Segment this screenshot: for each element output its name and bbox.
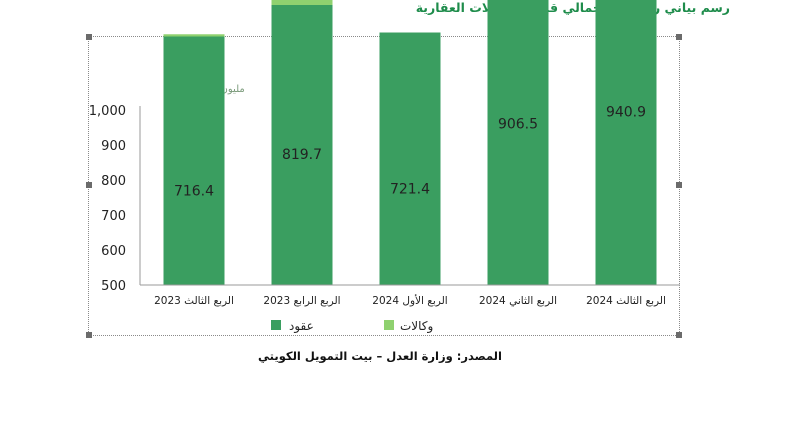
source-note: المصدر: وزارة العدل – بيت التمويل الكويت… [258,349,502,363]
resize-handle-left-mid[interactable] [86,182,92,188]
resize-handle-right-mid[interactable] [676,182,682,188]
legend: عقود وكالات [271,319,433,334]
x-axis: الربع الثالث 2023 الربع الرابع 2023 الربع … [140,284,680,307]
resize-handle-top-right[interactable] [676,34,682,40]
legend-swatch [384,320,394,330]
resize-handle-top-left[interactable] [86,34,92,40]
x-tick-label: الربع الأول 2024 [372,294,447,307]
bar-segment-contracts [595,0,657,286]
y-tick-label: 500 [101,279,126,294]
value-label: 940.9 [606,105,646,121]
value-labels: 716.4 819.7 721.4 906.5 940.9 [174,105,646,200]
bar-segment-agencies [163,34,225,37]
legend-swatch [271,320,281,330]
value-label: 716.4 [174,183,214,199]
y-tick-label: 900 [101,139,126,154]
value-label: 906.5 [498,117,538,133]
x-tick-label: الربع الرابع 2023 [263,295,340,307]
y-axis: 500 600 700 800 900 1,000 [89,104,141,294]
bars-group [163,0,657,286]
bar-segment-contracts [271,5,333,285]
resize-handle-bottom-right[interactable] [676,332,682,338]
bar-segment-contracts [163,36,225,285]
bar-segment-contracts [379,32,441,286]
y-tick-label: 600 [101,244,126,259]
x-tick-label: الربع الثالث 2024 [586,295,666,307]
x-tick-label: الربع الثالث 2023 [154,295,234,307]
legend-label: وكالات [400,319,433,334]
y-tick-label: 700 [101,209,126,224]
bar-segment-agencies [271,0,333,5]
value-label: 721.4 [390,182,430,198]
resize-handle-bottom-left[interactable] [86,332,92,338]
x-tick-label: الربع الثاني 2024 [479,295,557,307]
bar-segment-contracts [487,0,549,285]
y-tick-label: 1,000 [89,104,126,119]
legend-label: عقود [289,319,314,334]
y-tick-label: 800 [101,174,126,189]
value-label: 819.7 [282,147,322,163]
